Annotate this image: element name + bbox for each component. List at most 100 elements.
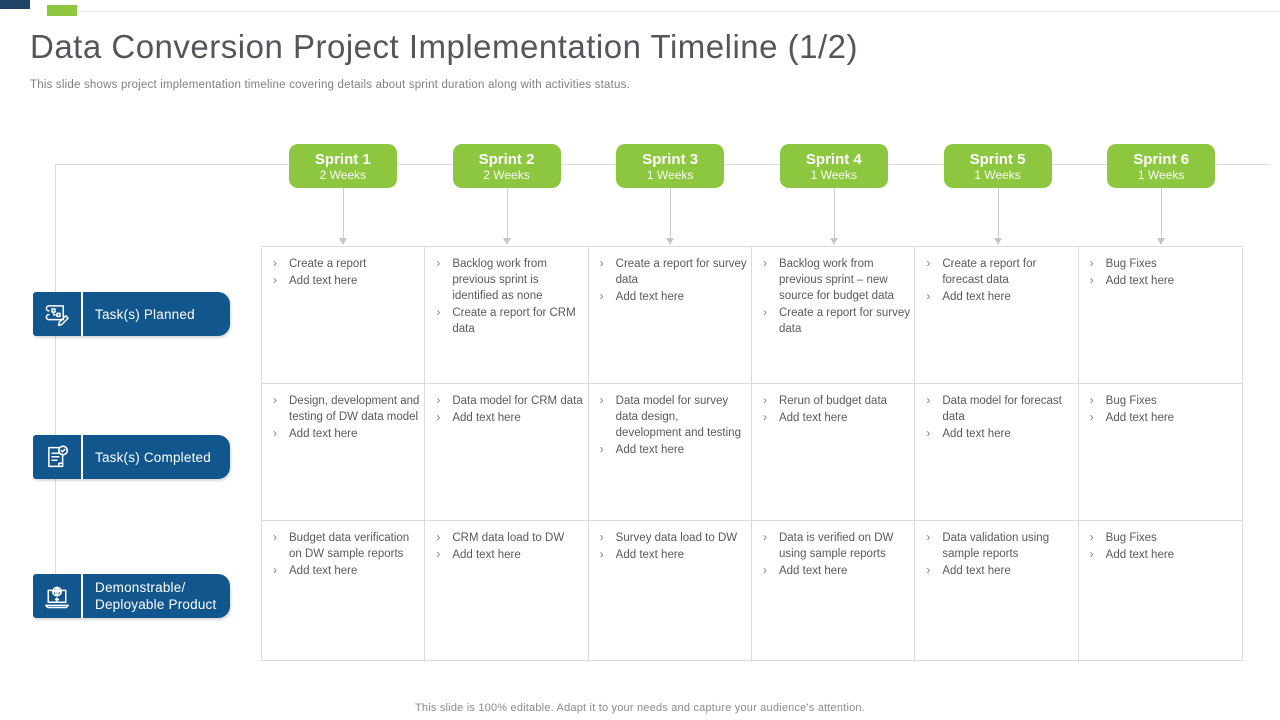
task-item: Data model for forecast data — [921, 392, 1073, 425]
task-item: Data model for CRM data — [431, 392, 583, 409]
sprint-duration: 2 Weeks — [483, 167, 530, 182]
grid-cell-r3-c6: Bug FixesAdd text here — [1079, 521, 1242, 662]
timeline-grid: Create a reportAdd text hereBacklog work… — [261, 246, 1243, 662]
sprint-connector-line — [506, 188, 508, 238]
grid-cell-r1-c2: Backlog work from previous sprint is ide… — [425, 247, 589, 384]
sprint-name: Sprint 1 — [314, 150, 371, 168]
slide-subtitle: This slide shows project implementation … — [30, 79, 630, 91]
grid-cell-r2-c1: Design, development and testing of DW da… — [262, 384, 426, 521]
task-item: Add text here — [921, 288, 1073, 305]
task-item: Bug Fixes — [1085, 255, 1238, 272]
task-item: Backlog work from previous sprint – new … — [758, 255, 910, 304]
blueprint-pencil-icon — [33, 292, 83, 336]
task-list: Data validation using sample reportsAdd … — [915, 521, 1077, 579]
footer-note: This slide is 100% editable. Adapt it to… — [415, 702, 865, 714]
sprint-name: Sprint 5 — [969, 150, 1026, 168]
laptop-upload-icon — [33, 574, 83, 618]
task-list: Design, development and testing of DW da… — [262, 384, 424, 442]
grid-cell-r1-c6: Bug FixesAdd text here — [1078, 247, 1242, 384]
down-arrow-icon — [666, 238, 675, 245]
task-item: Create a report for survey data — [595, 255, 747, 288]
task-list: Data model for CRM dataAdd text here — [425, 384, 587, 426]
top-divider-line — [77, 11, 1280, 12]
task-list: Backlog work from previous sprint – new … — [752, 247, 914, 337]
grid-cell-r1-c4: Backlog work from previous sprint – new … — [751, 247, 916, 384]
task-item: Add text here — [595, 441, 747, 458]
task-item: Add text here — [431, 546, 583, 563]
sprint-name: Sprint 2 — [478, 150, 535, 168]
task-item: Add text here — [758, 562, 910, 579]
grid-cell-r3-c4: Data is verified on DW using sample repo… — [752, 521, 916, 662]
down-arrow-icon — [829, 238, 838, 245]
grid-cell-r2-c2: Data model for CRM dataAdd text here — [425, 384, 589, 521]
task-list: Bug FixesAdd text here — [1079, 521, 1242, 563]
sprint-connector-line — [997, 188, 999, 238]
down-arrow-icon — [338, 238, 347, 245]
task-list: Data model for survey data design, devel… — [589, 384, 751, 458]
task-list: Create a report for forecast dataAdd tex… — [915, 247, 1077, 305]
down-arrow-icon — [1157, 238, 1166, 245]
sprint-name: Sprint 3 — [642, 150, 699, 168]
row-label-text: Task(s) Planned — [95, 306, 195, 322]
task-list: Bug FixesAdd text here — [1079, 384, 1242, 426]
grid-cell-r3-c2: CRM data load to DWAdd text here — [425, 521, 589, 662]
grid-cell-r2-c3: Data model for survey data design, devel… — [588, 384, 752, 521]
task-item: Add text here — [431, 409, 583, 426]
grid-cell-r2-c5: Data model for forecast dataAdd text her… — [915, 384, 1079, 521]
task-item: Backlog work from previous sprint is ide… — [431, 255, 583, 304]
task-item: Add text here — [758, 409, 910, 426]
accent-square-green — [47, 5, 77, 16]
sprint-connector-line — [342, 188, 344, 238]
task-list: Backlog work from previous sprint is ide… — [425, 247, 587, 337]
task-item: Data validation using sample reports — [921, 529, 1073, 562]
grid-cell-r3-c5: Data validation using sample reportsAdd … — [915, 521, 1079, 662]
task-item: Add text here — [1085, 272, 1238, 289]
task-item: Add text here — [1085, 409, 1238, 426]
sprint-duration: 1 Weeks — [810, 167, 858, 182]
task-item: Data model for survey data design, devel… — [595, 392, 747, 441]
task-list: Create a reportAdd text here — [262, 247, 424, 289]
sprint-connector-line — [833, 188, 835, 238]
task-item: Add text here — [268, 562, 420, 579]
sprint-connector-line — [670, 188, 672, 238]
task-list: Create a report for survey dataAdd text … — [589, 247, 751, 305]
task-item: Design, development and testing of DW da… — [268, 392, 420, 425]
down-arrow-icon — [993, 238, 1002, 245]
grid-cell-r3-c3: Survey data load to DWAdd text here — [589, 521, 752, 662]
row-label-1: Task(s) Planned — [33, 292, 230, 336]
task-item: Budget data verification on DW sample re… — [268, 529, 420, 562]
sprint-duration: 1 Weeks — [646, 167, 694, 182]
task-list: Budget data verification on DW sample re… — [262, 521, 424, 579]
sprint-duration: 1 Weeks — [974, 167, 1021, 182]
task-item: Add text here — [595, 288, 747, 305]
task-item: Survey data load to DW — [595, 529, 747, 546]
sprint-duration: 2 Weeks — [319, 167, 367, 182]
grid-cell-r2-c6: Bug FixesAdd text here — [1078, 384, 1242, 521]
task-list: Data model for forecast dataAdd text her… — [915, 384, 1077, 442]
task-item: Create a report for forecast data — [921, 255, 1073, 288]
task-item: Add text here — [1085, 546, 1238, 563]
row-label-3: Demonstrable/ Deployable Product — [33, 574, 230, 618]
task-item: Rerun of budget data — [758, 392, 910, 409]
timeline-vertical-line — [55, 164, 56, 600]
slide-title: Data Conversion Project Implementation T… — [30, 28, 859, 65]
task-item: Add text here — [268, 272, 420, 289]
row-label-text: Demonstrable/ Deployable Product — [95, 580, 217, 612]
task-list: CRM data load to DWAdd text here — [425, 521, 587, 563]
grid-cell-r1-c1: Create a reportAdd text here — [262, 247, 426, 384]
grid-cell-r1-c3: Create a report for survey dataAdd text … — [588, 247, 752, 384]
task-item: Add text here — [921, 562, 1073, 579]
grid-cell-r2-c4: Rerun of budget dataAdd text here — [751, 384, 916, 521]
task-item: Bug Fixes — [1085, 392, 1238, 409]
task-item: Create a report for CRM data — [431, 304, 583, 337]
sprint-connector-line — [1161, 188, 1163, 238]
accent-square-navy — [0, 0, 30, 9]
sprint-name: Sprint 4 — [805, 150, 862, 168]
task-item: Create a report — [268, 255, 420, 272]
